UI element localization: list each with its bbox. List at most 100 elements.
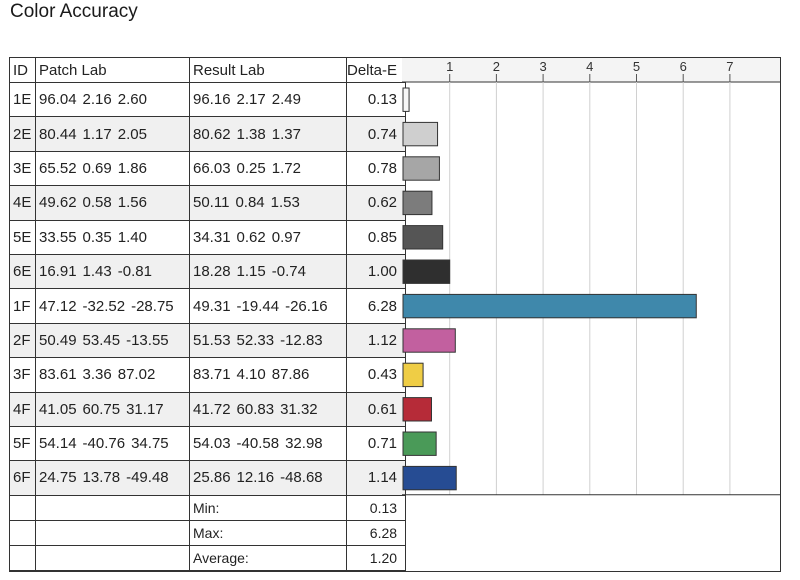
- patch-lab-cell: 83.61 3.36 87.02: [35, 357, 190, 393]
- lab-value: 12.16: [236, 469, 275, 487]
- x-tick-label: 2: [493, 59, 500, 74]
- lab-value: -12.83: [280, 331, 323, 349]
- lab-value: 1.56: [117, 194, 147, 212]
- patch-lab-cell: 24.75 13.78 -49.48: [35, 460, 190, 496]
- bar-4E: [402, 190, 433, 216]
- result-lab-cell: 25.86 12.16 -48.68: [189, 460, 347, 496]
- table-row: 1F 47.12 -32.52 -28.75 49.31 -19.44 -26.16 6.28: [9, 288, 407, 324]
- stat-label: Min:: [189, 494, 347, 521]
- lab-value: -0.74: [271, 263, 306, 281]
- lab-value: 2.17: [236, 91, 266, 109]
- delta-e-cell: 6.28: [345, 288, 407, 324]
- lab-value: 34.31: [193, 228, 231, 246]
- stat-value: 6.28: [345, 519, 407, 546]
- result-lab-cell: 41.72 60.83 31.32: [189, 391, 347, 427]
- table-row: 3E 65.52 0.69 1.86 66.03 0.25 1.72 0.78: [9, 150, 407, 187]
- stat-empty-cell: [9, 544, 36, 571]
- lab-value: -40.76: [82, 435, 126, 453]
- bar-6E: [402, 259, 451, 284]
- lab-value: 2.16: [82, 91, 112, 109]
- lab-value: 49.31: [193, 297, 231, 315]
- table-row: 1E 96.04 2.16 2.60 96.16 2.17 2.49 0.13: [9, 81, 407, 118]
- lab-value: 83.61: [39, 366, 77, 384]
- lab-value: 96.16: [193, 91, 231, 109]
- result-lab-cell: 66.03 0.25 1.72: [189, 150, 347, 187]
- lab-value: 87.86: [271, 366, 310, 384]
- lab-value: 1.15: [236, 263, 266, 281]
- lab-value: 51.53: [193, 331, 231, 349]
- x-tick-label: 1: [446, 59, 453, 74]
- table-row: 4E 49.62 0.58 1.56 50.11 0.84 1.53 0.62: [9, 185, 407, 221]
- row-id: 5E: [9, 219, 36, 255]
- row-id: 3E: [9, 150, 36, 187]
- bar-4F: [402, 397, 432, 422]
- lab-value: 33.55: [39, 228, 77, 246]
- lab-value: -48.68: [280, 469, 323, 487]
- lab-value: 50.11: [193, 194, 230, 212]
- row-id: 4E: [9, 185, 36, 221]
- lab-value: -19.44: [236, 297, 280, 315]
- lab-value: 54.03: [193, 435, 231, 453]
- lab-value: 80.44: [39, 125, 77, 143]
- lab-value: -49.48: [126, 469, 169, 487]
- lab-value: 60.83: [236, 400, 275, 418]
- result-lab-cell: 83.71 4.10 87.86: [189, 357, 347, 393]
- delta-e-cell: 0.85: [345, 219, 407, 255]
- result-lab-cell: 18.28 1.15 -0.74: [189, 253, 347, 290]
- row-id: 2F: [9, 322, 36, 359]
- lab-value: 0.35: [82, 228, 112, 246]
- row-id: 1E: [9, 81, 36, 118]
- result-lab-cell: 34.31 0.62 0.97: [189, 219, 347, 255]
- lab-value: -0.81: [117, 263, 152, 281]
- header-delta-e: Delta-E: [345, 57, 407, 83]
- bar-2E: [402, 121, 439, 147]
- lab-value: 31.17: [126, 400, 164, 418]
- row-id: 1F: [9, 288, 36, 324]
- patch-lab-cell: 80.44 1.17 2.05: [35, 116, 190, 152]
- delta-e-cell: 0.13: [345, 81, 407, 118]
- lab-value: 34.75: [131, 435, 169, 453]
- row-id: 5F: [9, 425, 36, 462]
- x-tick-label: 6: [680, 59, 687, 74]
- bar-1E: [402, 87, 410, 112]
- row-id: 4F: [9, 391, 36, 427]
- lab-value: -40.58: [236, 435, 280, 453]
- lab-value: 50.49: [39, 331, 77, 349]
- lab-value: 1.72: [271, 159, 301, 177]
- lab-value: 66.03: [193, 159, 231, 177]
- table-row: 6E 16.91 1.43 -0.81 18.28 1.15 -0.74 1.00: [9, 253, 407, 290]
- lab-value: 0.69: [82, 159, 112, 177]
- lab-value: 18.28: [193, 263, 231, 281]
- stat-label: Average:: [189, 544, 347, 571]
- row-id: 6F: [9, 460, 36, 496]
- table-row: 4F 41.05 60.75 31.17 41.72 60.83 31.32 0.61: [9, 391, 407, 427]
- lab-value: 80.62: [193, 125, 231, 143]
- stat-empty-cell: [9, 519, 36, 546]
- header-patch-lab: Patch Lab: [35, 57, 190, 83]
- patch-lab-cell: 47.12 -32.52 -28.75: [35, 288, 190, 324]
- lab-value: 0.62: [236, 228, 266, 246]
- stat-empty-cell: [35, 519, 190, 546]
- lab-value: 53.45: [82, 331, 121, 349]
- chart-header-bg: [402, 57, 781, 82]
- lab-value: 31.32: [280, 400, 318, 418]
- lab-value: 13.78: [82, 469, 121, 487]
- lab-value: 83.71: [193, 366, 231, 384]
- result-lab-cell: 49.31 -19.44 -26.16: [189, 288, 347, 324]
- bar-1F: [402, 293, 697, 319]
- lab-value: 1.40: [117, 228, 147, 246]
- lab-value: 3.36: [82, 366, 112, 384]
- delta-e-cell: 0.74: [345, 116, 407, 152]
- table-row: 5F 54.14 -40.76 34.75 54.03 -40.58 32.98 0.71: [9, 425, 407, 462]
- lab-value: 16.91: [39, 263, 77, 281]
- stat-empty-cell: [35, 544, 190, 571]
- lab-value: 87.02: [117, 366, 156, 384]
- delta-e-cell: 1.12: [345, 322, 407, 359]
- bar-3F: [402, 362, 424, 388]
- lab-value: 1.86: [117, 159, 147, 177]
- bar-2F: [402, 328, 456, 353]
- page-title: Color Accuracy: [10, 1, 138, 22]
- bar-5F: [402, 431, 437, 456]
- lab-value: -32.52: [82, 297, 126, 315]
- table-row: 2E 80.44 1.17 2.05 80.62 1.38 1.37 0.74: [9, 116, 407, 152]
